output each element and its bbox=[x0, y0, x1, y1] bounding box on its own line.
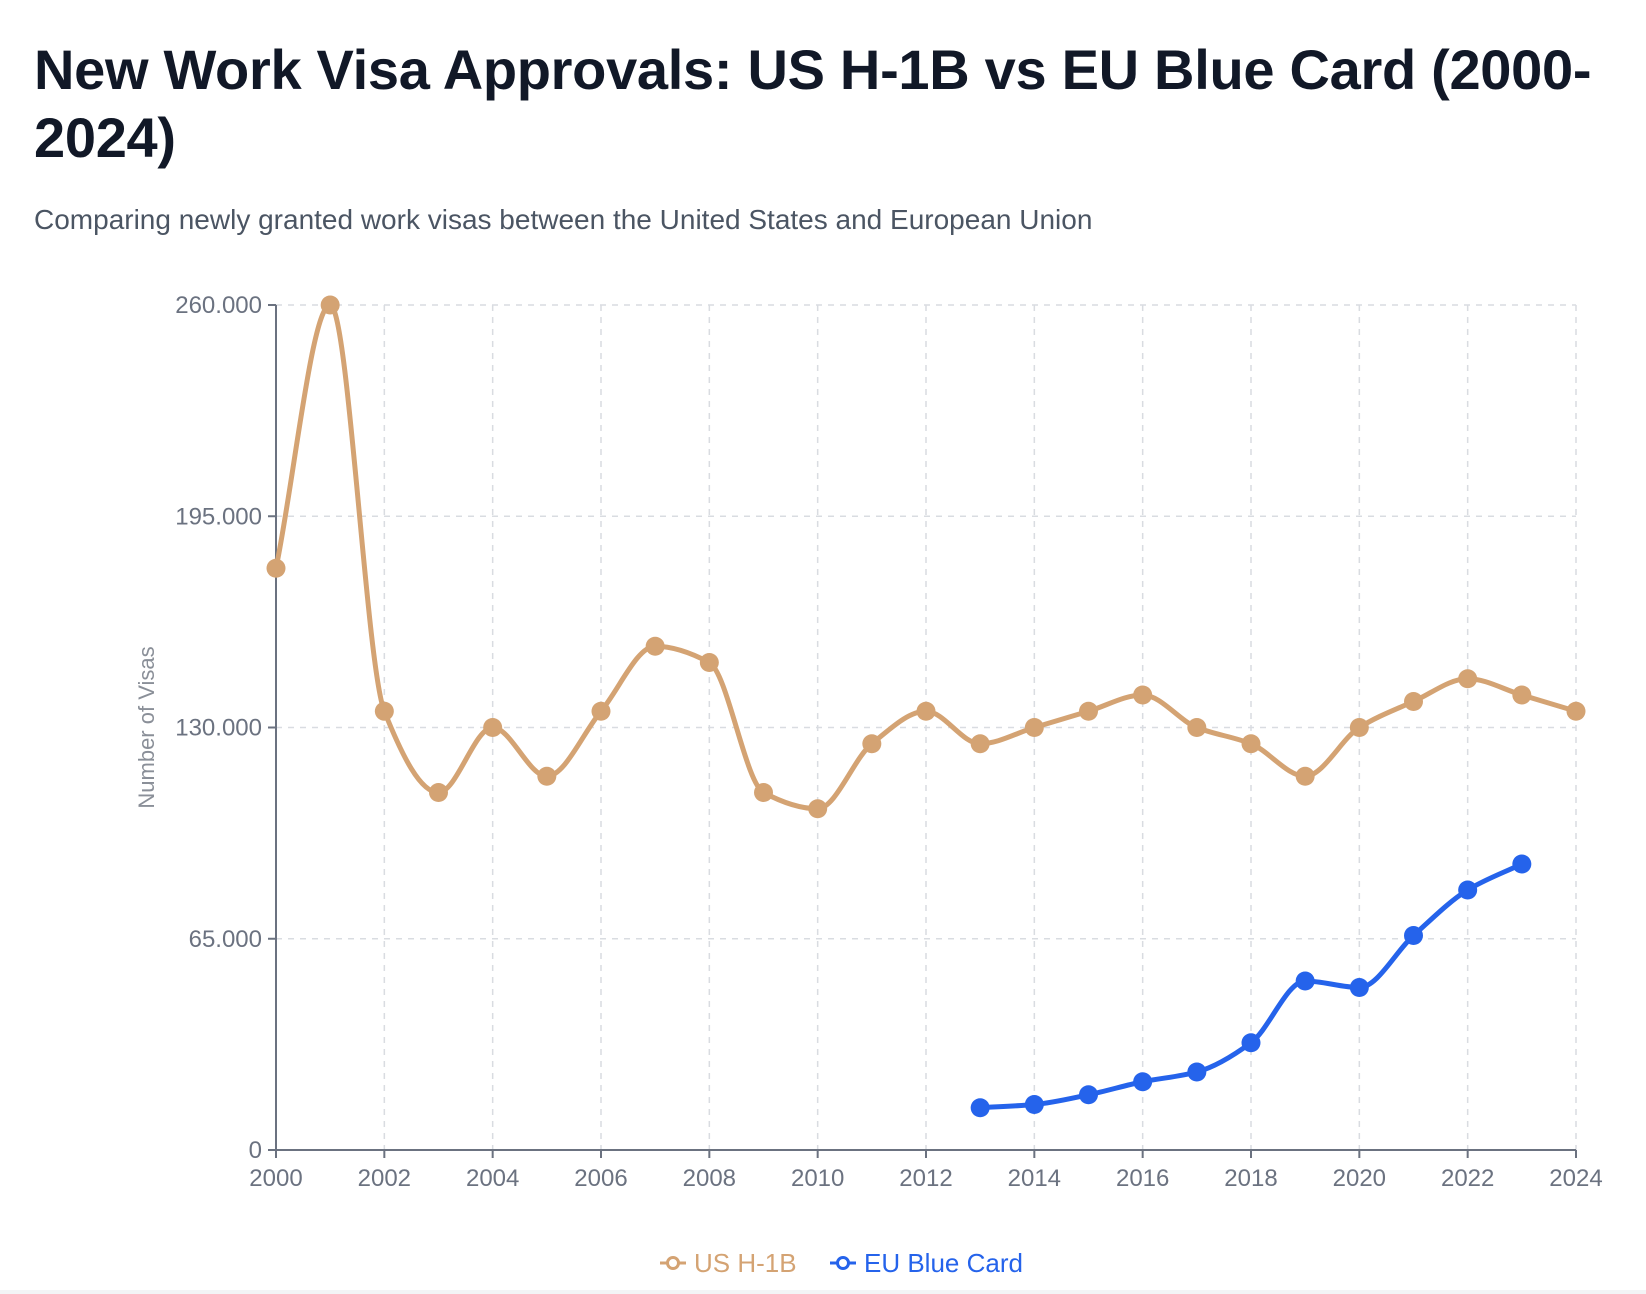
x-tick-label: 2006 bbox=[574, 1165, 627, 1192]
series-line bbox=[977, 861, 1525, 1111]
data-point[interactable] bbox=[1295, 766, 1315, 786]
x-tick-label: 2024 bbox=[1549, 1165, 1602, 1192]
data-point[interactable] bbox=[645, 636, 665, 656]
x-tick-label: 2012 bbox=[899, 1165, 952, 1192]
page-title: New Work Visa Approvals: US H-1B vs EU B… bbox=[34, 38, 1592, 169]
y-tick-label: 0 bbox=[249, 1137, 262, 1164]
series-eu-blue-card bbox=[970, 854, 1532, 1118]
data-point[interactable] bbox=[916, 701, 936, 721]
data-point[interactable] bbox=[862, 734, 882, 754]
data-point[interactable] bbox=[1079, 701, 1098, 721]
data-point[interactable] bbox=[1349, 718, 1369, 737]
data-point[interactable] bbox=[429, 783, 448, 802]
data-point[interactable] bbox=[266, 558, 286, 578]
data-point[interactable] bbox=[1458, 669, 1478, 689]
footer-divider bbox=[0, 1290, 1646, 1294]
data-point[interactable] bbox=[1404, 692, 1423, 711]
x-tick-label: 2010 bbox=[791, 1165, 844, 1192]
legend-label: EU Blue Card bbox=[864, 1248, 1023, 1278]
x-tick-label: 2000 bbox=[249, 1165, 302, 1192]
legend[interactable]: US H-1B EU Blue Card bbox=[660, 1248, 1023, 1278]
page-subtitle: Comparing newly granted work visas betwe… bbox=[34, 204, 1093, 235]
x-tick-label: 2022 bbox=[1441, 1165, 1494, 1192]
data-point[interactable] bbox=[591, 701, 611, 721]
data-point[interactable] bbox=[537, 766, 557, 786]
data-point[interactable] bbox=[970, 734, 990, 754]
data-point[interactable] bbox=[1187, 718, 1207, 737]
data-point[interactable] bbox=[1187, 1062, 1207, 1082]
series bbox=[266, 295, 1586, 1118]
data-point[interactable] bbox=[1512, 854, 1532, 874]
data-point[interactable] bbox=[374, 701, 394, 721]
legend-label: US H-1B bbox=[694, 1248, 797, 1278]
data-point[interactable] bbox=[1566, 701, 1586, 721]
x-tick-label: 2018 bbox=[1224, 1165, 1277, 1192]
tick-labels: 0 65.000 130.000 195.000 260.000 2000 2002 2004… bbox=[175, 292, 1602, 1192]
data-point[interactable] bbox=[754, 783, 773, 802]
x-tick-label: 2002 bbox=[358, 1165, 411, 1192]
legend-marker-icon bbox=[666, 1256, 680, 1270]
x-tick-label: 2020 bbox=[1333, 1165, 1386, 1192]
data-point[interactable] bbox=[1133, 1072, 1153, 1092]
data-point[interactable] bbox=[1024, 1095, 1044, 1114]
y-tick-label: 195.000 bbox=[175, 503, 262, 530]
data-point[interactable] bbox=[483, 718, 503, 737]
data-point[interactable] bbox=[808, 799, 828, 819]
y-tick-label: 130.000 bbox=[175, 715, 262, 742]
grid-lines bbox=[276, 304, 1577, 1150]
data-point[interactable] bbox=[1512, 685, 1532, 705]
y-tick-label: 65.000 bbox=[189, 926, 262, 953]
legend-item[interactable]: US H-1B bbox=[660, 1248, 797, 1278]
data-point[interactable] bbox=[320, 295, 340, 315]
data-point[interactable] bbox=[1024, 718, 1044, 737]
data-point[interactable] bbox=[1295, 971, 1315, 991]
x-tick-label: 2004 bbox=[466, 1165, 519, 1192]
data-point[interactable] bbox=[1241, 734, 1261, 754]
data-point[interactable] bbox=[1079, 1085, 1098, 1105]
y-axis-title: Number of Visas bbox=[134, 646, 159, 808]
x-tick-label: 2016 bbox=[1116, 1165, 1169, 1192]
data-point[interactable] bbox=[1458, 880, 1478, 900]
x-tick-label: 2014 bbox=[1008, 1165, 1061, 1192]
data-point[interactable] bbox=[699, 653, 719, 672]
data-point[interactable] bbox=[1404, 926, 1423, 945]
legend-marker-icon bbox=[836, 1256, 850, 1270]
data-point[interactable] bbox=[1133, 685, 1153, 705]
data-point[interactable] bbox=[970, 1098, 990, 1118]
data-point[interactable] bbox=[1241, 1033, 1261, 1053]
x-tick-label: 2008 bbox=[683, 1165, 736, 1192]
y-tick-label: 260.000 bbox=[175, 292, 262, 319]
data-point[interactable] bbox=[1349, 978, 1369, 997]
series-line bbox=[273, 302, 1579, 812]
series-us-h-1b bbox=[266, 295, 1586, 819]
legend-item[interactable]: EU Blue Card bbox=[830, 1248, 1023, 1278]
